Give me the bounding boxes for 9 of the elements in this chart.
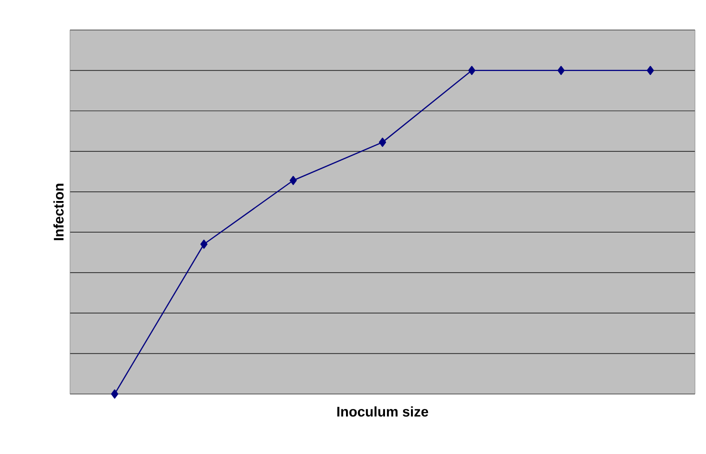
point — [378, 138, 386, 147]
point — [290, 176, 297, 186]
point — [111, 389, 118, 399]
point — [646, 66, 654, 76]
point — [557, 66, 565, 76]
y-axis-title: Infection — [53, 184, 64, 240]
point — [200, 240, 208, 249]
point — [468, 66, 476, 76]
x-axis-title: Inoculum size — [337, 406, 428, 417]
